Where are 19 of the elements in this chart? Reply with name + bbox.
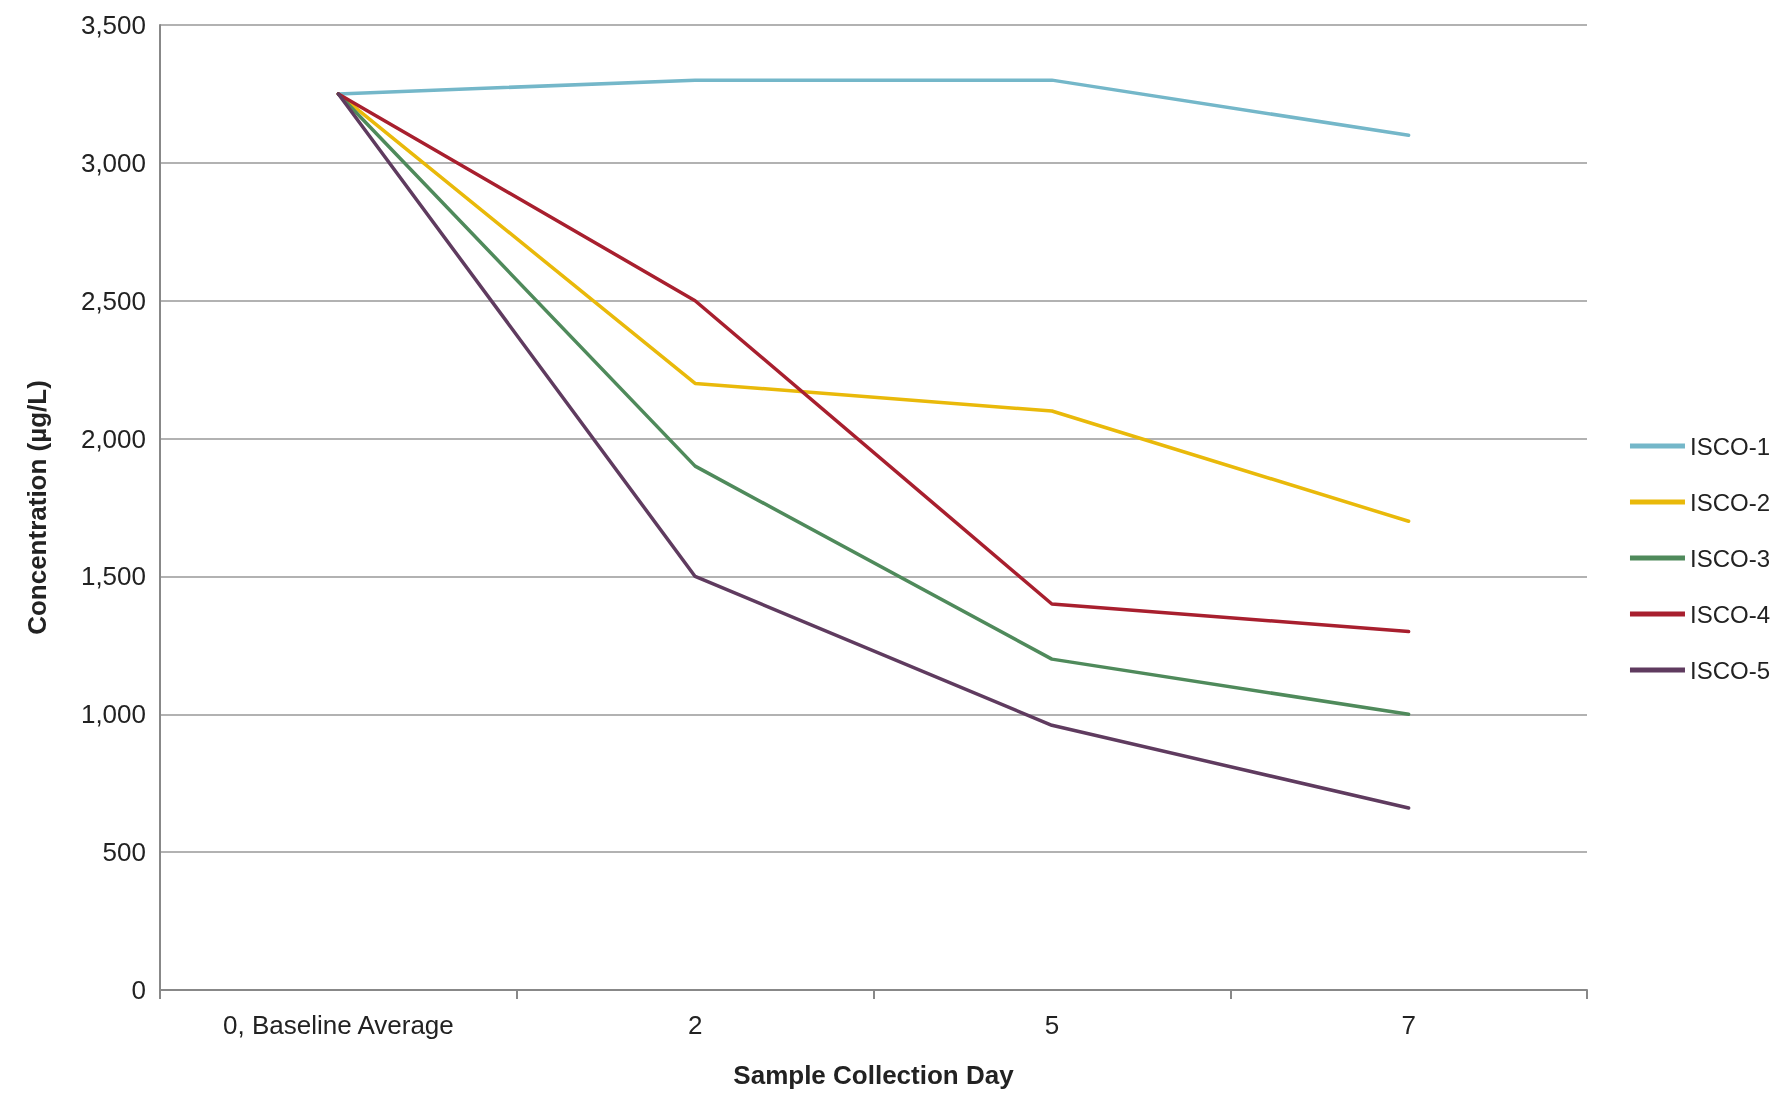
y-tick-label: 500 [102,837,146,868]
legend-label: ISCO-1 [1689,432,1770,460]
y-axis-title: Concentration (µg/L) [22,380,52,635]
legend-label: ISCO-4 [1689,600,1770,628]
x-tick-label: 7 [1401,1010,1416,1040]
x-tick-label: 0, Baseline Average [222,1010,454,1040]
y-tick-label: 3,500 [80,10,146,40]
y-tick-label: 0 [131,975,146,1005]
y-tick-label: 2,500 [80,285,146,316]
legend-label: ISCO-3 [1689,544,1770,572]
x-tick-label: 5 [1044,1010,1060,1040]
y-tick-label: 3,000 [80,147,146,178]
y-tick-label: 1,500 [80,561,146,592]
y-tick-label: 2,000 [80,423,146,454]
x-axis-title: Sample Collection Day [733,1060,1015,1090]
legend-label: ISCO-5 [1689,656,1770,684]
legend-label: ISCO-2 [1689,488,1770,516]
x-tick-label: 2 [687,1010,703,1040]
y-tick-label: 1,000 [80,699,146,730]
